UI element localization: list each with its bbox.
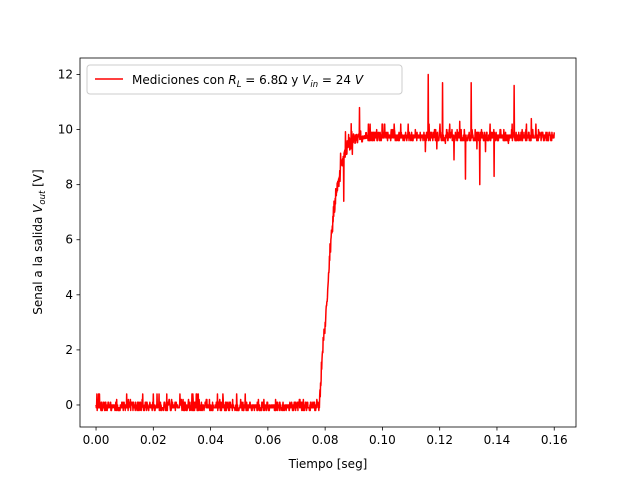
y-tick-label: 8 [65, 178, 73, 192]
legend-r-sub: L [237, 80, 242, 90]
y-axis-label: Senal a la salida Vout [V] [31, 169, 48, 314]
legend-v: V [302, 73, 311, 87]
x-tick-label: 0.04 [197, 433, 224, 447]
plot-frame [79, 57, 577, 428]
y-axis-label-sub: out [38, 190, 48, 205]
legend: Mediciones con RL = 6.8Ω y Vin = 24 V [86, 64, 403, 95]
x-tick-label: 0.14 [484, 433, 511, 447]
x-tick-label: 0.08 [312, 433, 339, 447]
legend-v-val: = 24 [318, 73, 355, 87]
x-tick-label: 0.10 [369, 433, 396, 447]
x-tick-label: 0.02 [140, 433, 167, 447]
x-tick-label: 0.00 [83, 433, 110, 447]
x-tick-label: 0.12 [426, 433, 453, 447]
legend-prefix: Mediciones con [132, 73, 228, 87]
y-tick-label: 12 [58, 68, 73, 82]
ticks-layer: 0.00 0.02 0.04 0.06 0.08 0.10 0.12 0.14 0.16 0 2 4 6… [58, 68, 568, 447]
legend-entry-label: Mediciones con RL = 6.8Ω y Vin = 24 V [132, 73, 364, 90]
series-layer [95, 73, 555, 412]
legend-r: R [228, 73, 236, 87]
y-axis-label-main: Senal a la salida [31, 213, 45, 315]
legend-box [86, 64, 403, 95]
y-axis-label-unit: [V] [31, 169, 45, 190]
x-tick-label: 0.06 [255, 433, 282, 447]
x-axis-label: Tiempo [seg] [288, 457, 368, 471]
y-tick-label: 6 [65, 233, 73, 247]
legend-v-sub: in [310, 80, 318, 90]
y-tick-label: 0 [65, 398, 73, 412]
y-tick-label: 2 [65, 343, 73, 357]
series-line-mediciones [95, 73, 555, 412]
legend-v-unit: V [355, 73, 364, 87]
x-tick-label: 0.16 [541, 433, 568, 447]
y-axis-label-var: V [31, 204, 45, 213]
y-tick-label: 4 [65, 288, 73, 302]
legend-r-val: = 6.8Ω y [241, 73, 302, 87]
y-tick-label: 10 [58, 123, 73, 137]
